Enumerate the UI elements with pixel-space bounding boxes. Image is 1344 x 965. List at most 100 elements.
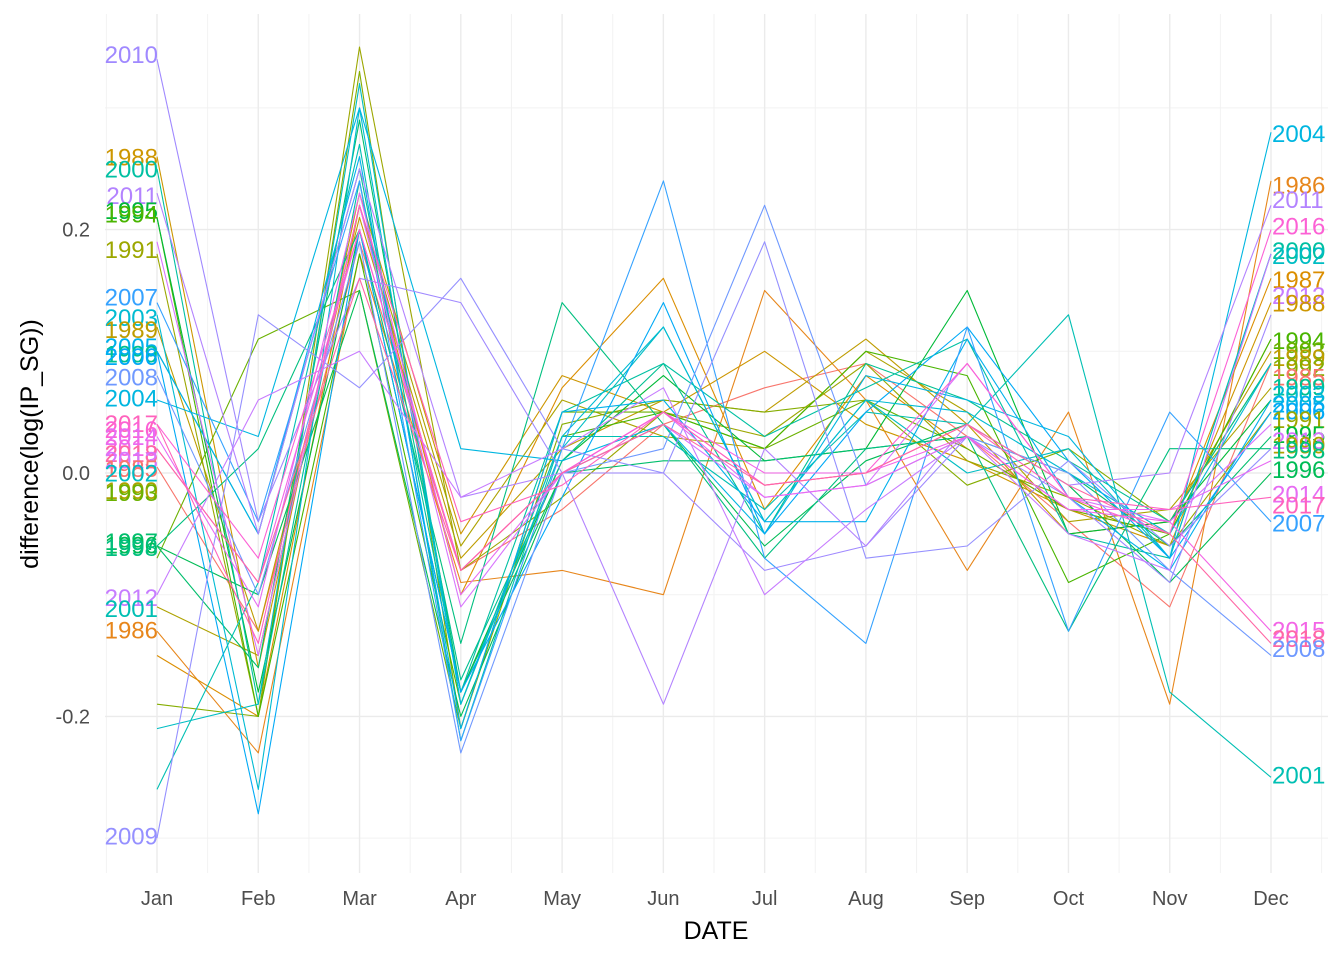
year-label-left: 1990 (105, 478, 158, 505)
year-label-right: 2006 (1272, 399, 1325, 426)
year-label-left: 2015 (105, 435, 158, 462)
series-line-2009 (156, 241, 1272, 839)
year-label-right: 2008 (1272, 636, 1325, 663)
year-label-right: 1990 (1272, 433, 1325, 460)
year-label-right: 2007 (1272, 511, 1325, 538)
series-lines (156, 46, 1272, 839)
year-label-left: 1989 (105, 317, 158, 344)
year-label-left: 2014 (105, 424, 158, 451)
year-label-right: 2014 (1272, 481, 1325, 508)
year-label-left: 2007 (105, 284, 158, 311)
year-label-right: 1985 (1272, 365, 1325, 392)
y-tick-label: 0.2 (62, 220, 90, 242)
year-label-left: 1986 (105, 618, 158, 645)
year-label-right: 1987 (1272, 267, 1325, 294)
year-label-right: 2002 (1272, 243, 1325, 270)
year-label-right: 2018 (1272, 626, 1325, 653)
year-label-right: 2017 (1272, 492, 1325, 519)
year-label-right: 2011 (1272, 187, 1324, 214)
year-label-right: 2015 (1272, 618, 1325, 645)
year-label-left: 1988 (105, 144, 158, 171)
year-label-right: 1992 (1272, 355, 1325, 382)
series-line-2018 (156, 277, 1272, 644)
year-label-left: 2012 (105, 585, 158, 612)
year-label-left: 1994 (105, 201, 158, 228)
x-tick-label: May (543, 888, 581, 910)
year-label-right: 1993 (1272, 338, 1325, 365)
year-label-left: 1999 (105, 341, 158, 368)
x-tick-label: Sep (949, 888, 985, 910)
grid-major-lines (105, 14, 1328, 873)
year-label-left: 2018 (105, 441, 158, 468)
series-line-2011 (156, 168, 1272, 705)
year-label-left: 1991 (105, 237, 158, 264)
year-label-right: 2013 (1272, 428, 1325, 455)
series-line-2004 (156, 107, 1272, 559)
year-label-left: 1995 (105, 198, 158, 225)
series-line-2007 (156, 180, 1272, 742)
year-label-left: 1998 (105, 535, 158, 562)
series-line-2012 (156, 253, 1272, 596)
year-label-right: 1994 (1272, 328, 1325, 355)
year-label-right: 2012 (1272, 283, 1325, 310)
x-tick-label: Jun (647, 888, 679, 910)
series-line-2015 (156, 229, 1272, 632)
series-line-1988 (156, 156, 1272, 669)
x-tick-label: Jul (752, 888, 778, 910)
x-tick-label: Feb (241, 888, 275, 910)
year-label-right: 2004 (1272, 121, 1325, 148)
series-line-2008 (156, 204, 1272, 754)
series-line-2000 (156, 168, 1272, 705)
year-label-left: 1997 (105, 529, 158, 556)
year-label-right: 1998 (1272, 438, 1325, 465)
grid-minor-lines (105, 14, 1328, 873)
year-label-right: 1988 (1272, 290, 1325, 317)
year-label-left: 2002 (105, 461, 158, 488)
x-tick-label: Oct (1053, 888, 1085, 910)
y-axis-ticks: 0.2 0.0 -0.2 (56, 220, 90, 729)
year-label-right: 2001 (1272, 763, 1325, 790)
year-label-left: 2017 (105, 411, 158, 438)
x-tick-label: Dec (1253, 888, 1289, 910)
year-label-left: 2011 (106, 183, 158, 210)
x-tick-label: Apr (445, 888, 476, 910)
year-label-left: 1993 (105, 480, 158, 507)
year-label-left: 2008 (105, 365, 158, 392)
year-label-left: 1985 (105, 456, 158, 483)
year-label-left: 2010 (105, 42, 158, 69)
year-label-right: 2005 (1272, 391, 1325, 418)
year-label-right: 1989 (1272, 345, 1325, 372)
year-label-right: 2003 (1272, 382, 1325, 409)
year-label-left: 2016 (105, 417, 158, 444)
year-label-left: 2009 (105, 823, 158, 850)
year-label-right: 1986 (1272, 172, 1325, 199)
year-label-left: 2004 (105, 385, 158, 412)
year-label-left: 2003 (105, 305, 158, 332)
x-axis-title: DATE (684, 917, 749, 945)
y-axis-title: difference(log(IP_SG)) (16, 319, 44, 569)
year-label-right: 1991 (1272, 407, 1325, 434)
year-label-left: 1996 (105, 533, 158, 560)
x-tick-label: Jan (141, 888, 173, 910)
year-label-left: 2006 (105, 344, 158, 371)
series-line-1992 (156, 70, 1272, 730)
year-label-left: 2013 (105, 447, 158, 474)
series-line-1994 (156, 217, 1272, 717)
y-tick-label: 0.0 (62, 463, 90, 485)
year-label-left: 2001 (105, 596, 158, 623)
year-label-right: 2016 (1272, 214, 1325, 241)
year-label-right: 1999 (1272, 374, 1325, 401)
x-tick-label: Mar (342, 888, 377, 910)
series-line-2006 (156, 229, 1272, 815)
year-label-left: 2005 (105, 334, 158, 361)
year-label-right: 1996 (1272, 457, 1325, 484)
series-line-2017 (156, 204, 1272, 644)
y-tick-label: -0.2 (56, 706, 90, 728)
x-tick-label: Aug (848, 888, 884, 910)
year-label-left: 2000 (105, 156, 158, 183)
x-axis-ticks: Jan Feb Mar Apr May Jun Jul Aug Sep Oct Nov Dec (141, 888, 1289, 910)
